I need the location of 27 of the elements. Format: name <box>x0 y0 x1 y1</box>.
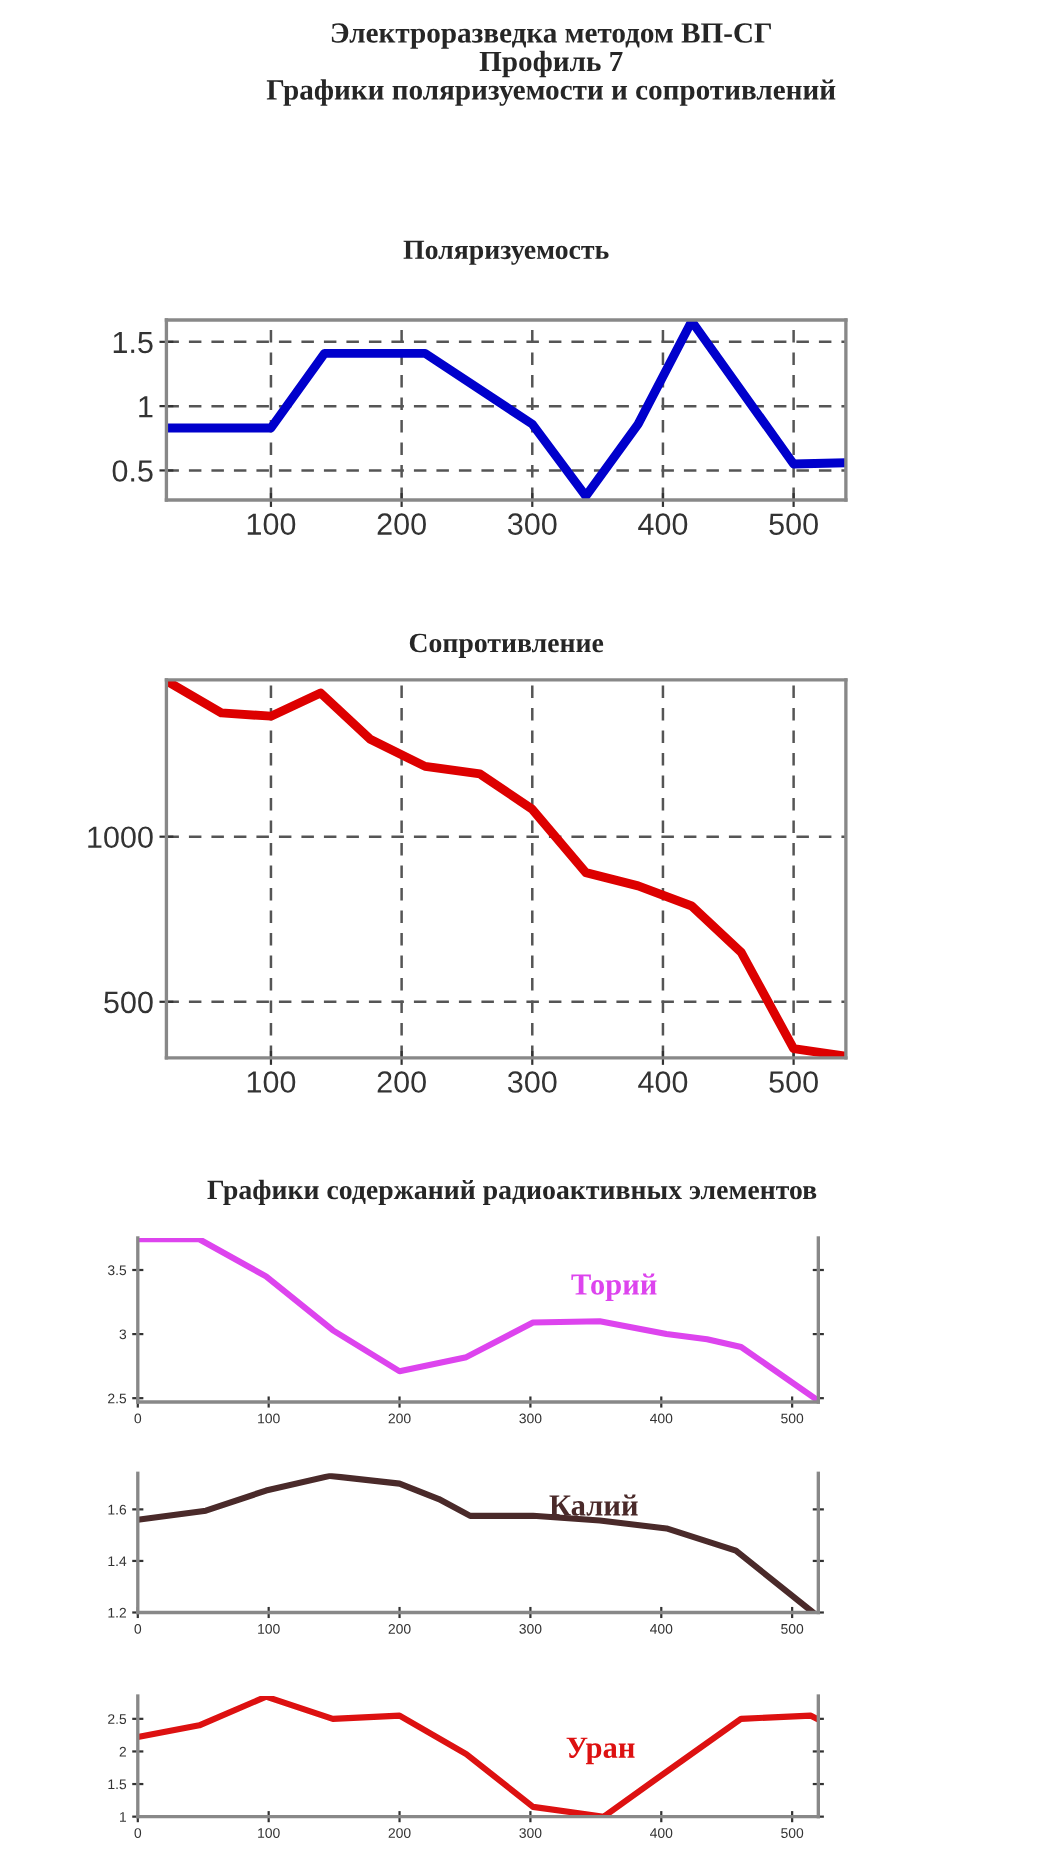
x-tick-label: 300 <box>507 1071 557 1093</box>
y-tick-label: 1.5 <box>113 331 153 354</box>
y-tick-label: 1000 <box>88 826 153 849</box>
series-label: Уран <box>566 1737 635 1765</box>
x-tick-label: 100 <box>247 513 296 535</box>
chart-title: Сопротивление <box>409 633 604 658</box>
x-tick-label: 500 <box>769 513 818 535</box>
y-tick-label: 1 <box>139 396 153 418</box>
x-tick-label: 500 <box>769 1071 818 1093</box>
chart-title: Графики содержаний радиоактивных элементов <box>207 1179 817 1205</box>
x-tick-label: 200 <box>377 513 426 535</box>
chart-title: Электроразведка методом ВП-СГ Профиль 7 Графики поляризуемости и сопротивлений <box>266 23 836 106</box>
x-tick-label: 400 <box>638 1071 688 1093</box>
series-label: Калий <box>549 1494 638 1516</box>
x-tick-label: 300 <box>507 513 557 535</box>
series-label: Торий <box>571 1273 657 1302</box>
line-series <box>137 1696 819 1817</box>
y-tick-label: 500 <box>104 991 153 1014</box>
line-series <box>137 1473 817 1613</box>
y-tick-label: 0.5 <box>112 460 153 482</box>
line-series <box>166 679 846 1058</box>
x-tick-label: 200 <box>377 1071 426 1093</box>
chart-subtitle: Поляризуемость <box>403 240 609 265</box>
line-series <box>137 1237 819 1403</box>
x-tick-label: 400 <box>638 513 688 535</box>
x-tick-label: 100 <box>247 1071 296 1093</box>
line-series <box>166 319 846 501</box>
